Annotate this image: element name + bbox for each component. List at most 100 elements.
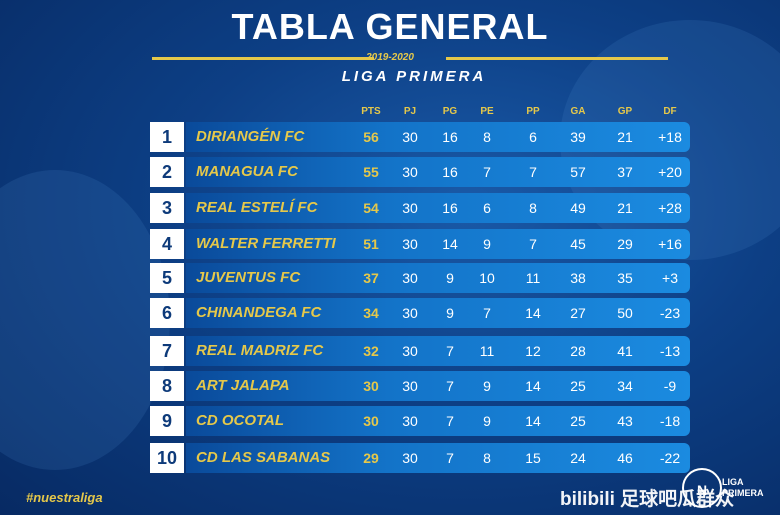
table-row: 6 CHINANDEGA FC 34 30 9 7 14 27 50 -23 <box>150 298 690 328</box>
stat-df: +28 <box>658 200 682 216</box>
stat-pp: 15 <box>525 450 541 466</box>
col-header-ga: GA <box>570 106 586 117</box>
stat-pe: 8 <box>483 129 491 145</box>
title-rule-right <box>446 57 668 60</box>
team-name: DIRIANGÉN FC <box>196 128 305 145</box>
team-name: REAL MADRIZ FC <box>196 342 324 359</box>
logo-line-1: LIGA <box>722 477 744 487</box>
stat-pts: 30 <box>363 378 379 394</box>
col-header-pts: PTS <box>361 106 381 117</box>
stat-pe: 7 <box>483 164 491 180</box>
col-header-pg: PG <box>442 106 458 117</box>
row-bar <box>186 229 690 259</box>
stat-ga: 28 <box>570 343 586 359</box>
stat-df: -22 <box>659 450 681 466</box>
position-number: 4 <box>150 229 184 259</box>
stat-df: +20 <box>658 164 682 180</box>
position-number: 9 <box>150 406 184 436</box>
row-bar <box>186 157 690 187</box>
stat-gp: 50 <box>617 305 633 321</box>
stat-pj: 30 <box>402 343 418 359</box>
row-bar <box>186 193 690 223</box>
stat-gp: 29 <box>617 236 633 252</box>
team-name: CD OCOTAL <box>196 412 285 429</box>
stat-pg: 16 <box>442 164 458 180</box>
stat-pp: 12 <box>525 343 541 359</box>
stat-df: -23 <box>659 305 681 321</box>
stat-pts: 37 <box>363 270 379 286</box>
stat-pp: 7 <box>529 236 537 252</box>
team-name: JUVENTUS FC <box>196 269 301 286</box>
position-number: 6 <box>150 298 184 328</box>
stat-gp: 41 <box>617 343 633 359</box>
stat-pts: 55 <box>363 164 379 180</box>
stat-pts: 34 <box>363 305 379 321</box>
stat-pe: 10 <box>479 270 495 286</box>
position-number: 3 <box>150 193 184 223</box>
stat-pj: 30 <box>402 378 418 394</box>
stat-gp: 21 <box>617 129 633 145</box>
page-title: TABLA GENERAL <box>231 6 549 47</box>
season-label: 2019-2020 <box>366 52 414 63</box>
stat-pts: 56 <box>363 129 379 145</box>
stat-ga: 57 <box>570 164 586 180</box>
stat-df: -13 <box>659 343 681 359</box>
title-rule-left <box>152 57 374 60</box>
stat-pg: 7 <box>446 450 454 466</box>
table-row: 2 MANAGUA FC 55 30 16 7 7 57 37 +20 <box>150 157 690 187</box>
stat-gp: 37 <box>617 164 633 180</box>
stat-pp: 14 <box>525 413 541 429</box>
stat-pts: 54 <box>363 200 379 216</box>
stat-ga: 39 <box>570 129 586 145</box>
stat-pts: 29 <box>363 450 379 466</box>
stat-pp: 8 <box>529 200 537 216</box>
stat-pp: 11 <box>525 270 541 286</box>
stat-pj: 30 <box>402 270 418 286</box>
stat-pg: 7 <box>446 378 454 394</box>
stat-pts: 30 <box>363 413 379 429</box>
position-number: 5 <box>150 263 184 293</box>
stat-pp: 6 <box>529 129 537 145</box>
row-bar <box>186 122 690 152</box>
stat-pp: 7 <box>529 164 537 180</box>
table-row: 9 CD OCOTAL 30 30 7 9 14 25 43 -18 <box>150 406 690 436</box>
stat-pp: 14 <box>525 305 541 321</box>
table-row: 4 WALTER FERRETTI 51 30 14 9 7 45 29 +16 <box>150 229 690 259</box>
stat-pe: 9 <box>483 413 491 429</box>
position-number: 2 <box>150 157 184 187</box>
table-row: 1 DIRIANGÉN FC 56 30 16 8 6 39 21 +18 <box>150 122 690 152</box>
row-bar <box>186 406 690 436</box>
stat-pg: 7 <box>446 413 454 429</box>
stat-ga: 25 <box>570 378 586 394</box>
stat-pe: 8 <box>483 450 491 466</box>
table-row: 3 REAL ESTELÍ FC 54 30 16 6 8 49 21 +28 <box>150 193 690 223</box>
position-number: 7 <box>150 336 184 366</box>
team-name: CD LAS SABANAS <box>196 449 331 466</box>
stat-ga: 45 <box>570 236 586 252</box>
stat-pj: 30 <box>402 413 418 429</box>
team-name: REAL ESTELÍ FC <box>196 199 318 216</box>
column-headers: PTS PJ PG PE PP GA GP DF <box>0 106 780 120</box>
hashtag: #nuestraliga <box>26 490 103 505</box>
stat-df: -9 <box>663 378 677 394</box>
stat-df: -18 <box>659 413 681 429</box>
stat-ga: 24 <box>570 450 586 466</box>
table-row: 10 CD LAS SABANAS 29 30 7 8 15 24 46 -22 <box>150 443 690 473</box>
col-header-pp: PP <box>526 106 540 117</box>
stat-pj: 30 <box>402 305 418 321</box>
stat-pj: 30 <box>402 200 418 216</box>
row-bar <box>186 298 690 328</box>
league-label: LIGA PRIMERA <box>341 68 487 85</box>
table-row: 8 ART JALAPA 30 30 7 9 14 25 34 -9 <box>150 371 690 401</box>
col-header-gp: GP <box>617 106 633 117</box>
stat-pj: 30 <box>402 129 418 145</box>
position-number: 8 <box>150 371 184 401</box>
col-header-pe: PE <box>480 106 494 117</box>
team-name: MANAGUA FC <box>196 163 298 180</box>
team-name: WALTER FERRETTI <box>196 235 336 252</box>
stat-pe: 11 <box>479 343 495 359</box>
league-logo-icon: N <box>682 468 722 508</box>
row-bar <box>186 443 690 473</box>
stat-gp: 46 <box>617 450 633 466</box>
stat-gp: 34 <box>617 378 633 394</box>
